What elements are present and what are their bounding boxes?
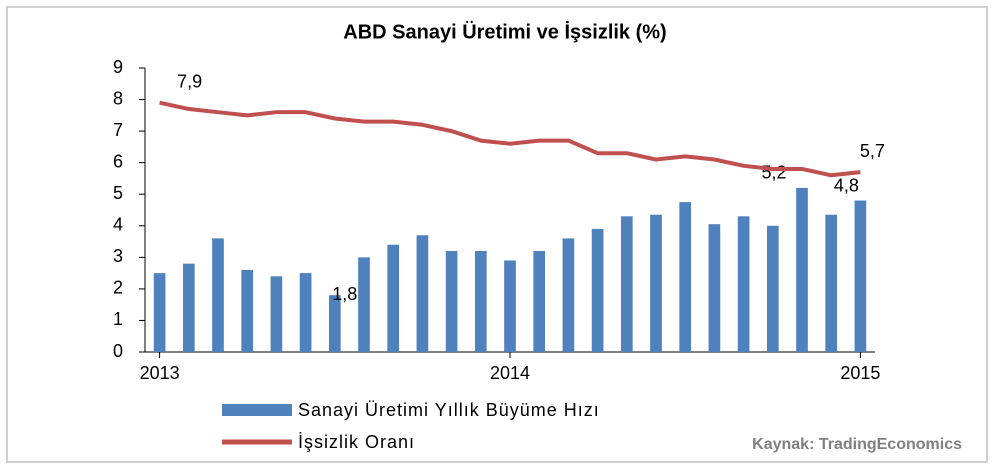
bar (825, 214, 838, 352)
x-tick-label: 2013 (140, 363, 180, 383)
y-tick-label: 8 (113, 88, 123, 108)
y-tick-label: 2 (113, 278, 123, 298)
y-tick-label: 4 (113, 215, 123, 235)
bar (679, 202, 692, 352)
data-label: 5,2 (761, 163, 786, 183)
data-label: 7,9 (177, 71, 202, 91)
bar (182, 263, 195, 352)
bar (416, 235, 429, 352)
bar (796, 187, 808, 352)
y-tick-label: 0 (113, 341, 123, 361)
data-label: 4,8 (834, 175, 859, 195)
source: Kaynak: TradingEconomics (752, 436, 962, 453)
x-tick-label: 2015 (840, 363, 880, 383)
y-tick-label: 3 (113, 246, 123, 266)
chart-title: ABD Sanayi Üretimi ve İşsizlik (%) (343, 20, 666, 43)
y-tick-label: 1 (113, 309, 123, 329)
bar (504, 260, 516, 352)
data-label: 5,7 (860, 141, 885, 161)
line (159, 100, 861, 178)
bar (533, 251, 546, 352)
bar (650, 214, 662, 352)
bar (358, 257, 370, 352)
bar (212, 238, 224, 352)
legend-swatch (222, 404, 292, 416)
bar (620, 216, 633, 352)
y-tick-label: 6 (113, 151, 123, 171)
bar (270, 276, 283, 352)
frame (6, 6, 988, 463)
bar (591, 228, 604, 352)
bar (387, 244, 400, 352)
y-tick-label: 5 (113, 183, 123, 203)
bar (328, 295, 341, 352)
legend-label: İşsizlik Oranı (298, 432, 415, 452)
bar (153, 273, 166, 352)
bar (766, 225, 779, 352)
y-tick-label: 9 (113, 57, 123, 77)
bar (854, 200, 867, 352)
data-label: 1,8 (332, 284, 357, 304)
bar (474, 251, 487, 352)
legend-label: Sanayi Üretimi Yıllık Büyüme Hızı (298, 400, 600, 420)
bar (241, 269, 254, 352)
bar (708, 224, 721, 352)
bar (737, 216, 750, 352)
y-tick-label: 7 (113, 120, 123, 140)
bar (445, 251, 458, 352)
x-tick-label: 2014 (490, 363, 530, 383)
bar (299, 273, 312, 352)
bar (562, 238, 575, 352)
